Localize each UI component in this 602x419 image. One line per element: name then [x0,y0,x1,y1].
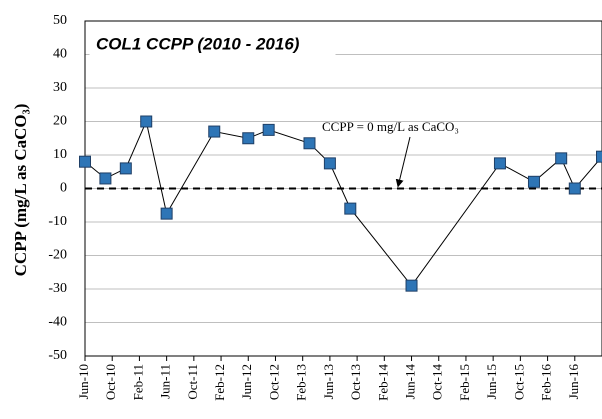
data-point [140,115,153,128]
data-point [568,182,581,195]
y-tick-label: 10 [53,147,67,162]
data-point [493,157,506,170]
x-tick-label: Jun-10 [76,364,91,399]
data-point [79,155,91,168]
data-point [344,202,357,215]
x-tick-label: Feb-16 [539,364,554,401]
x-tick-label: Jun-12 [239,364,254,399]
annotation-arrow [395,136,411,188]
x-tick-label: Feb-11 [130,364,145,400]
y-tick-label: 0 [60,181,67,196]
data-point [262,123,275,136]
data-line [84,119,602,287]
x-tick-label: Jun-15 [484,364,499,399]
data-point [405,279,418,292]
x-tick-label: Jun-13 [321,364,336,399]
annotation: CCPP = 0 mg/L as CaCO₃ [322,119,459,134]
data-point [303,137,316,150]
chart-title: COL1 CCPP (2010 - 2016) [96,34,300,53]
x-tick-label: Feb-12 [212,364,227,401]
data-point [555,152,568,165]
data-point [527,175,540,188]
x-tick-label: Oct-10 [103,364,118,400]
data-point [160,207,173,220]
x-tick-label: Feb-14 [375,364,390,401]
data-point [119,162,132,175]
y-tick-label: 30 [53,80,67,95]
x-tick-label: Oct-13 [348,364,363,400]
y-tick-label: 40 [53,47,67,62]
x-tick-label: Feb-15 [457,364,472,401]
x-tick-label: Jun-14 [403,364,418,400]
x-tick-label: Oct-11 [185,364,200,400]
data-point [99,172,112,185]
x-tick-label: Oct-14 [430,364,445,401]
data-point [208,125,221,138]
data-point [596,150,602,163]
x-tick-label: Oct-15 [511,364,526,400]
data-point [242,132,255,145]
x-tick-label: Jun-11 [158,364,173,399]
y-tick-label: -10 [48,214,67,229]
x-tick-label: Oct-12 [266,364,281,400]
y-tick-label: 50 [53,13,67,28]
y-tick-label: -20 [48,248,67,263]
y-tick-label: -50 [48,348,67,363]
title-box [89,31,336,59]
y-tick-label: 20 [53,114,67,129]
y-tick-label: -40 [48,315,67,330]
x-tick-label: Feb-13 [294,364,309,401]
x-tick-label: Jun-16 [566,364,581,400]
y-tick-label: -30 [48,281,67,296]
data-point [323,157,336,170]
y-axis-label: CCPP (mg/L as CaCO₃) [11,104,30,277]
